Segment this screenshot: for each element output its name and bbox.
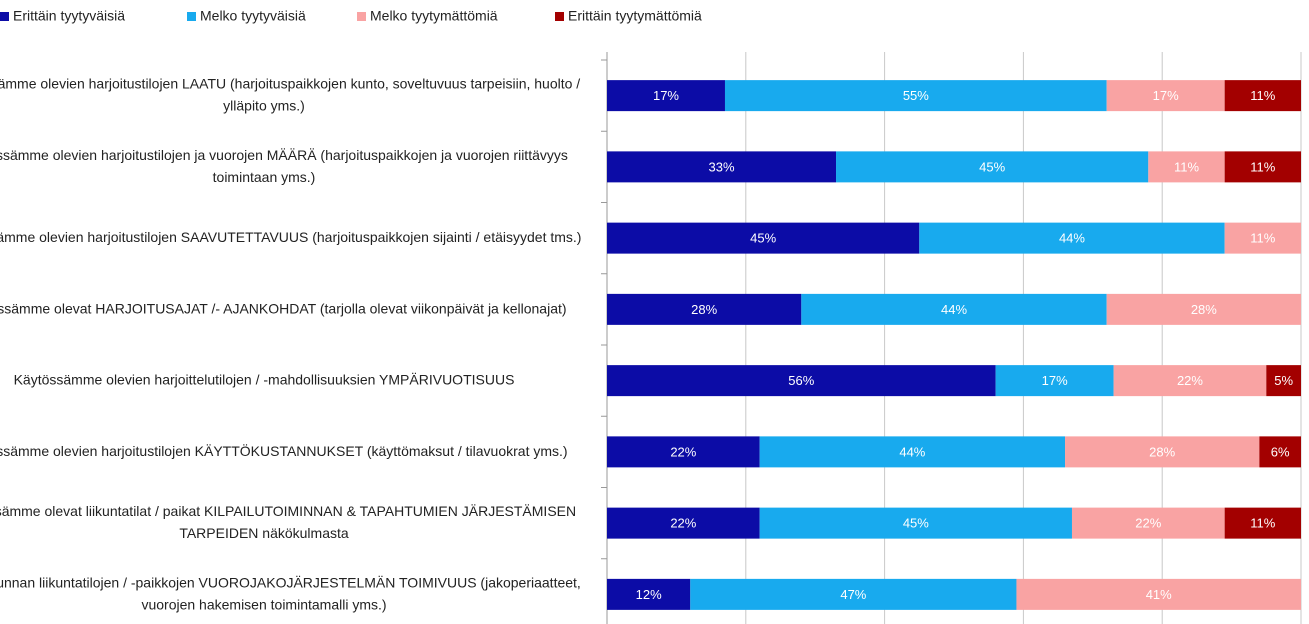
bar-segment (759, 507, 1072, 539)
data-label: 11% (1174, 159, 1199, 174)
bar-segment (1071, 507, 1225, 539)
bar-segment (1065, 436, 1260, 468)
bar-segment (1113, 365, 1267, 397)
data-label: 11% (1250, 159, 1275, 174)
bar-segment (1259, 436, 1301, 468)
data-label: 28% (1149, 444, 1175, 459)
bar-segment (759, 436, 1066, 468)
data-label: 11% (1250, 516, 1275, 531)
bar-segment (1106, 293, 1301, 325)
bar-segment (690, 578, 1017, 610)
legend-label: Melko tyytymättömiä (370, 8, 498, 24)
data-label: 33% (708, 159, 734, 174)
bar-segment (836, 151, 1149, 183)
data-label: 44% (1059, 231, 1085, 246)
data-label: 17% (1153, 88, 1179, 103)
data-label: 55% (903, 88, 929, 103)
data-label: 11% (1250, 88, 1275, 103)
data-label: 17% (1042, 373, 1068, 388)
data-label: 44% (899, 444, 925, 459)
bar-segment (607, 222, 920, 254)
legend-label: Erittäin tyytymättömiä (568, 8, 702, 24)
y-tick-label: Käytössämme olevat liikuntatilat / paika… (0, 503, 576, 541)
data-label: 41% (1146, 587, 1172, 602)
legend-swatch (357, 12, 366, 21)
bar-segment (607, 365, 996, 397)
legend-label: Erittäin tyytyväisiä (13, 8, 125, 24)
y-tick-label: Käytössämme olevien harjoittelutilojen /… (14, 371, 515, 387)
bar-segment (1224, 151, 1301, 183)
bar-segment (1016, 578, 1301, 610)
bar-segment (607, 436, 760, 468)
bar-segment (1224, 222, 1301, 254)
data-label: 47% (840, 587, 866, 602)
bar-segment (607, 80, 725, 112)
bar-segment (1148, 151, 1225, 183)
data-label: 28% (691, 302, 717, 317)
data-label: 22% (670, 444, 696, 459)
data-label: 12% (636, 587, 662, 602)
data-label: 28% (1191, 302, 1217, 317)
y-tick-label: Käytössämme olevien harjoitustilojen ja … (0, 147, 568, 185)
data-label: 17% (653, 88, 679, 103)
data-label: 22% (1135, 516, 1161, 531)
bar-segment (1106, 80, 1225, 112)
data-label: 6% (1271, 444, 1290, 459)
bar-segment (724, 80, 1107, 112)
data-label: 22% (1177, 373, 1203, 388)
bar-segment (1224, 507, 1301, 539)
bar-segment (607, 507, 760, 539)
bar-segment (1266, 365, 1301, 397)
data-label: 56% (788, 373, 814, 388)
data-label: 45% (979, 159, 1005, 174)
data-label: 5% (1274, 373, 1293, 388)
legend-swatch (0, 12, 9, 21)
bar-segment (919, 222, 1225, 254)
legend-swatch (555, 12, 564, 21)
data-label: 11% (1250, 231, 1275, 246)
legend-label: Melko tyytyväisiä (200, 8, 306, 24)
bar-segment (607, 578, 691, 610)
y-tick-label: Käytössämme olevien harjoitustilojen SAA… (0, 229, 581, 245)
y-tick-label: Käytössämme olevien harjoitustilojen LAA… (0, 75, 580, 113)
bar-segment (1224, 80, 1301, 112)
data-label: 22% (670, 516, 696, 531)
bar-segment (607, 151, 837, 183)
y-tick-label: Käytössämme olevien harjoitustilojen KÄY… (0, 442, 568, 459)
y-tick-label: Käytössämme olevat HARJOITUSAJAT /- AJAN… (0, 300, 567, 316)
data-label: 44% (941, 302, 967, 317)
legend-swatch (187, 12, 196, 21)
data-label: 45% (750, 231, 776, 246)
bar-segment (995, 365, 1114, 397)
y-tick-label: Oman kunnan liikuntatilojen / -paikkojen… (0, 574, 581, 612)
bar-segment (801, 293, 1107, 325)
data-label: 45% (903, 516, 929, 531)
bar-segment (607, 293, 802, 325)
